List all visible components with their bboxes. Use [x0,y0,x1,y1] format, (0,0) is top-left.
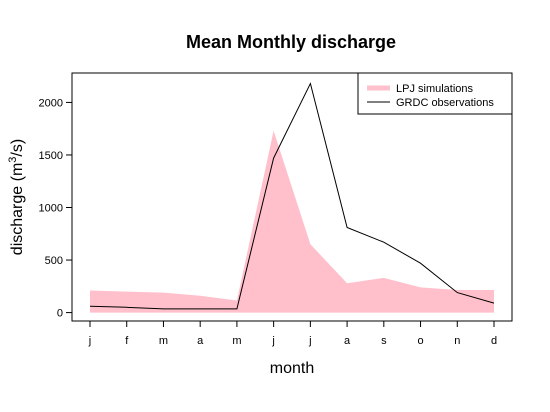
x-tick-label: m [232,335,241,347]
x-tick-label: j [88,335,91,347]
y-tick-label: 1000 [39,203,63,215]
y-tick-label: 0 [57,308,63,320]
y-tick-label: 2000 [39,97,63,109]
plot-frame [71,72,513,322]
y-tick-label: 1500 [39,150,63,162]
y-axis: 0 500 1000 1500 2000 [39,97,72,320]
y-axis-label: discharge (m3/s) [7,139,26,255]
y-axis-label-main: discharge (m [9,163,26,255]
y-tick-label: 500 [45,255,63,267]
y-axis-label-units: /s) [9,139,26,157]
x-tick-label: m [159,335,168,347]
legend-label-grdc: GRDC observations [396,97,494,109]
x-tick-label: n [454,335,460,347]
legend-box [357,72,513,115]
series-area-lpj [90,130,494,313]
x-axis-label: month [270,360,314,377]
x-tick-label: f [125,335,129,347]
legend-label-lpj: LPJ simulations [396,83,474,95]
plot-area [89,82,495,313]
x-tick-label: s [381,335,387,347]
x-tick-label: o [417,335,423,347]
x-tick-label: j [271,335,274,347]
x-tick-label: a [197,335,204,347]
legend: LPJ simulations GRDC observations [357,72,513,115]
x-tick-label: j [308,335,311,347]
y-axis-label-superscript: 3 [7,157,19,163]
series-line-grdc [89,82,495,310]
x-tick-label: d [491,335,497,347]
x-tick-label: a [344,335,351,347]
chart-title: Mean Monthly discharge [186,32,396,52]
